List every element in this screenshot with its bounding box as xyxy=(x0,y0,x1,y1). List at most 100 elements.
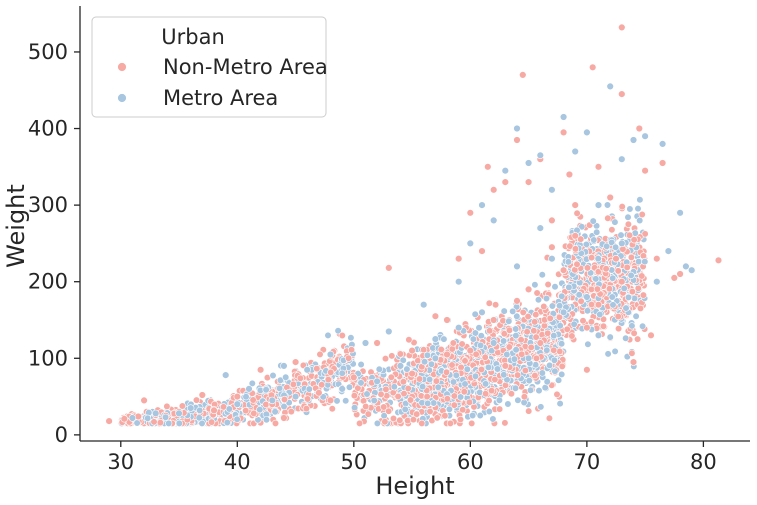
data-point xyxy=(187,404,195,412)
scatter-point xyxy=(503,376,511,384)
scatter-point xyxy=(587,285,596,294)
data-point xyxy=(455,278,463,286)
scatter-point xyxy=(500,330,508,338)
x-tick-label: 50 xyxy=(340,450,367,474)
scatter-point xyxy=(554,376,563,384)
scatter-point xyxy=(538,271,546,279)
scatter-point xyxy=(555,302,564,310)
scatter-point xyxy=(577,297,585,305)
scatter-point xyxy=(475,324,483,332)
y-tick-label: 0 xyxy=(55,423,68,447)
data-point xyxy=(455,324,463,332)
scatter-point xyxy=(357,360,365,369)
scatter-point xyxy=(578,223,586,231)
scatter-point xyxy=(639,291,648,299)
scatter-point xyxy=(304,395,312,403)
scatter-point xyxy=(305,385,313,393)
data-point xyxy=(559,128,568,137)
data-point xyxy=(513,124,521,133)
data-point xyxy=(612,255,620,263)
scatter-point xyxy=(507,390,516,398)
scatter-point xyxy=(327,368,335,377)
data-point xyxy=(641,167,649,175)
scatter-point xyxy=(318,381,326,389)
scatter-point xyxy=(441,412,449,420)
scatter-point xyxy=(362,402,370,411)
scatter-point xyxy=(596,310,604,319)
scatter-point xyxy=(377,390,385,398)
data-point xyxy=(571,232,579,240)
scatter-point xyxy=(192,396,201,404)
scatter-point xyxy=(548,302,557,310)
scatter-point xyxy=(387,373,395,381)
scatter-point xyxy=(624,213,632,221)
scatter-point xyxy=(426,407,434,416)
scatter-point xyxy=(313,365,321,373)
scatter-point xyxy=(614,267,622,275)
data-point xyxy=(653,278,661,286)
scatter-point xyxy=(456,415,465,424)
data-point xyxy=(513,262,521,271)
scatter-point xyxy=(592,275,600,283)
scatter-point xyxy=(195,414,203,422)
scatter-point xyxy=(544,329,552,337)
data-point xyxy=(594,301,603,309)
scatter-point xyxy=(271,419,280,428)
scatter-point xyxy=(486,327,494,335)
scatter-point xyxy=(521,366,530,375)
scatter-point xyxy=(448,361,456,369)
data-point xyxy=(682,262,690,271)
scatter-point xyxy=(573,260,581,268)
data-point xyxy=(571,147,579,156)
scatter-point xyxy=(587,300,596,309)
data-point xyxy=(583,293,591,301)
scatter-point xyxy=(500,307,508,315)
data-point xyxy=(524,285,533,294)
data-point xyxy=(396,362,405,370)
scatter-point xyxy=(583,264,592,272)
scatter-point xyxy=(551,367,559,375)
data-point xyxy=(670,274,678,282)
scatter-point xyxy=(638,322,647,330)
data-point xyxy=(606,82,614,91)
scatter-point xyxy=(532,333,540,341)
scatter-point xyxy=(535,387,543,395)
scatter-point xyxy=(599,315,608,323)
scatter-point xyxy=(380,412,388,420)
scatter-point xyxy=(446,419,455,428)
scatter-point xyxy=(165,419,173,428)
scatter-point xyxy=(403,365,411,373)
data-point xyxy=(373,377,381,385)
scatter-point xyxy=(605,285,614,293)
data-point xyxy=(536,339,544,347)
scatter-point xyxy=(628,322,636,330)
data-point xyxy=(583,128,591,137)
scatter-point xyxy=(546,314,554,323)
scatter-point xyxy=(551,283,559,291)
data-point xyxy=(175,409,183,418)
scatter-point xyxy=(500,337,508,345)
scatter-point xyxy=(573,209,581,217)
scatter-point xyxy=(636,304,645,313)
scatter-point xyxy=(481,353,489,361)
data-point xyxy=(280,362,288,370)
scatter-point xyxy=(606,333,614,341)
scatter-point xyxy=(433,414,441,422)
data-point xyxy=(490,316,498,324)
scatter-point xyxy=(593,285,602,293)
scatter-point xyxy=(396,350,405,358)
scatter-point xyxy=(512,325,520,333)
scatter-point xyxy=(611,218,619,226)
scatter-point xyxy=(269,371,277,380)
data-point xyxy=(548,216,556,225)
data-point xyxy=(524,178,533,186)
data-point xyxy=(618,278,626,286)
data-point xyxy=(583,324,591,332)
data-point xyxy=(618,239,626,248)
scatter-point xyxy=(424,399,432,408)
data-point xyxy=(524,354,533,362)
scatter-point xyxy=(611,243,620,251)
data-point xyxy=(198,391,207,399)
scatter-point xyxy=(409,416,418,424)
scatter-point xyxy=(401,405,409,414)
